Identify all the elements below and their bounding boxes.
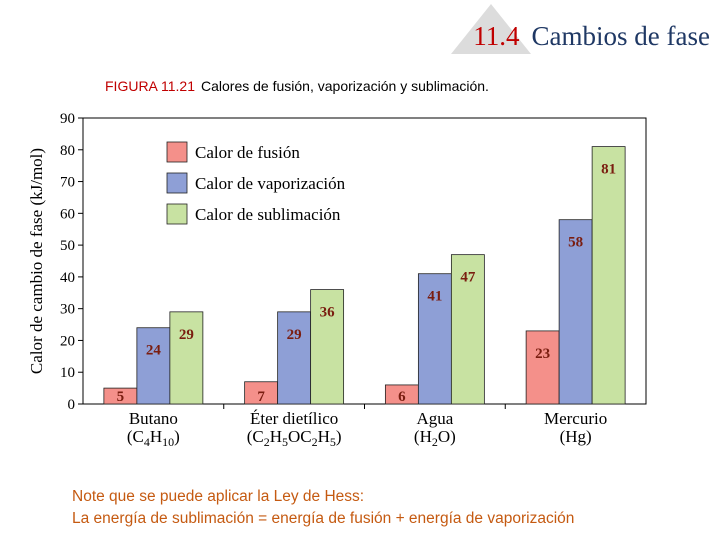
x-category-label: Agua (416, 409, 453, 428)
bar (417, 273, 452, 405)
formula-subscript: 2 (264, 435, 270, 449)
y-tick-label: 50 (60, 238, 75, 254)
bar (450, 254, 485, 405)
formula-subscript: 2 (312, 435, 318, 449)
x-category-label: Butano (129, 409, 178, 428)
section-header: 11.4 Cambios de fase (451, 4, 710, 54)
y-tick-label: 30 (60, 302, 75, 318)
x-category-formula: (H2​O) (414, 427, 456, 449)
formula-subscript: 5 (282, 435, 288, 449)
x-category-formula: (Hg) (560, 427, 592, 446)
bar-chart: 0 10 20 30 40 50 60 70 80 90 Calor de cambio de fa… (27, 111, 647, 449)
bar-value-label: 58 (568, 235, 583, 251)
formula-subscript: 10 (162, 435, 174, 449)
x-category-label: Mercurio (544, 409, 607, 428)
formula-text: ) (174, 427, 180, 446)
formula-text: H (318, 427, 330, 446)
formula-text: (C (247, 427, 264, 446)
y-tick-label: 10 (60, 365, 75, 381)
bar-value-label: 29 (179, 327, 194, 343)
bar (136, 327, 171, 405)
bar-value-label: 41 (427, 289, 442, 305)
figure-label: FIGURA 11.21 (105, 78, 196, 94)
y-tick-label: 70 (60, 175, 75, 191)
legend-swatch (166, 141, 188, 163)
y-tick-label: 60 (60, 206, 75, 222)
formula-text: (H (414, 427, 432, 446)
formula-text: ) (336, 427, 342, 446)
bar-value-label: 23 (535, 346, 550, 362)
note-line-2: La energía de sublimación = energía de f… (72, 509, 575, 527)
section-title: Cambios de fase (531, 20, 710, 51)
x-category-label: Éter dietílico (250, 409, 338, 428)
legend-swatch (166, 172, 188, 194)
bar (558, 219, 593, 405)
bar-value-label: 36 (320, 305, 336, 321)
hess-law-note: Note que se puede aplicar la Ley de Hess… (72, 486, 574, 529)
legend-label: Calor de vaporización (195, 174, 346, 193)
formula-subscript: 2 (432, 435, 438, 449)
formula-text: OC (288, 427, 312, 446)
bar-value-label: 24 (146, 343, 162, 359)
bar (277, 311, 312, 405)
bar (525, 330, 560, 405)
y-tick-label: 0 (68, 397, 76, 413)
bar (310, 289, 345, 405)
y-tick-label: 20 (60, 333, 75, 349)
legend-label: Calor de fusión (195, 143, 300, 162)
note-line-1: Note que se puede aplicar la Ley de Hess… (72, 488, 365, 505)
legend-swatch (166, 203, 188, 225)
formula-subscript: 5 (330, 435, 336, 449)
y-tick-label: 90 (60, 111, 75, 127)
header-triangle-decoration (451, 4, 532, 54)
bar-value-label: 6 (398, 389, 406, 405)
figure-caption-text: Calores de fusión, vaporización y sublim… (201, 78, 489, 94)
figure-caption: FIGURA 11.21 Calores de fusión, vaporizac… (105, 78, 489, 94)
legend-label: Calor de sublimación (195, 205, 341, 224)
formula-text: H (270, 427, 282, 446)
legend-box (158, 135, 368, 230)
bar (591, 146, 626, 405)
formula-text: (Hg) (560, 427, 592, 446)
section-number: 11.4 (473, 20, 520, 51)
y-tick-label: 80 (60, 143, 75, 159)
x-category-formula: (C4​H10​) (127, 427, 180, 449)
bar-value-label: 81 (601, 162, 616, 178)
x-category-formula: (C2​H5​OC2​H5​) (247, 427, 342, 449)
bar-value-label: 29 (287, 327, 302, 343)
y-axis-label: Calor de cambio de fase (kJ/mol) (27, 148, 46, 374)
bar-value-label: 5 (117, 389, 125, 405)
bar (169, 311, 204, 405)
formula-text: H (150, 427, 162, 446)
bar-value-label: 47 (460, 270, 476, 286)
formula-text: O) (438, 427, 456, 446)
y-tick-label: 40 (60, 270, 75, 286)
bar-value-label: 7 (257, 389, 265, 405)
formula-text: (C (127, 427, 144, 446)
formula-subscript: 4 (144, 435, 150, 449)
